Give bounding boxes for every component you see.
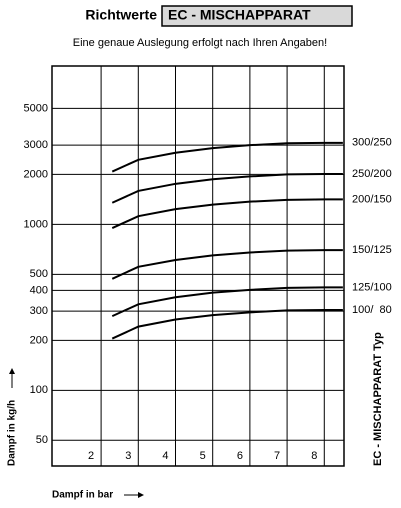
series-label: 125/100 — [352, 281, 392, 293]
y-axis-label: Dampf in kg/h — [7, 400, 18, 466]
series-label: 100/ 80 — [352, 304, 392, 316]
legend-title: EC - MISCHAPPARAT Typ — [372, 332, 384, 466]
x-tick-label: 2 — [88, 450, 94, 462]
plot-frame — [51, 65, 345, 467]
y-tick-label: 400 — [30, 284, 48, 296]
x-tick-label: 8 — [311, 450, 317, 462]
series-line — [111, 141, 343, 173]
x-tick-label: 4 — [162, 450, 168, 462]
series-line — [111, 249, 343, 280]
chart-title: Richtwerte — [85, 7, 157, 23]
x-tick-label: 7 — [274, 450, 280, 462]
x-tick-label: 5 — [200, 450, 206, 462]
y-tick-label: 2000 — [24, 168, 48, 180]
series-label: 250/200 — [352, 168, 392, 180]
series-label: 200/150 — [352, 193, 392, 205]
x-axis-label: Dampf in bar — [52, 490, 113, 501]
title-box-text: EC - MISCHAPPARAT — [168, 7, 311, 23]
y-tick-label: 5000 — [24, 102, 48, 114]
x-tick-label: 6 — [237, 450, 243, 462]
series-line — [111, 286, 343, 318]
title-box — [161, 5, 353, 27]
y-tick-label: 100 — [30, 384, 48, 396]
series-line — [111, 308, 343, 340]
series-line — [111, 198, 343, 229]
y-tick-label: 50 — [36, 434, 48, 446]
y-arrow-head — [9, 368, 15, 374]
x-tick-label: 3 — [125, 450, 131, 462]
series-label: 300/250 — [352, 137, 392, 149]
x-arrow-head — [138, 492, 144, 498]
chart-subtitle: Eine genaue Auslegung erfolgt nach Ihren… — [73, 37, 327, 49]
series-label: 150/125 — [352, 244, 392, 256]
y-tick-label: 500 — [30, 268, 48, 280]
y-tick-label: 1000 — [24, 218, 48, 230]
y-tick-label: 200 — [30, 334, 48, 346]
series-line — [111, 173, 343, 204]
y-tick-label: 3000 — [24, 139, 48, 151]
y-tick-label: 300 — [30, 305, 48, 317]
